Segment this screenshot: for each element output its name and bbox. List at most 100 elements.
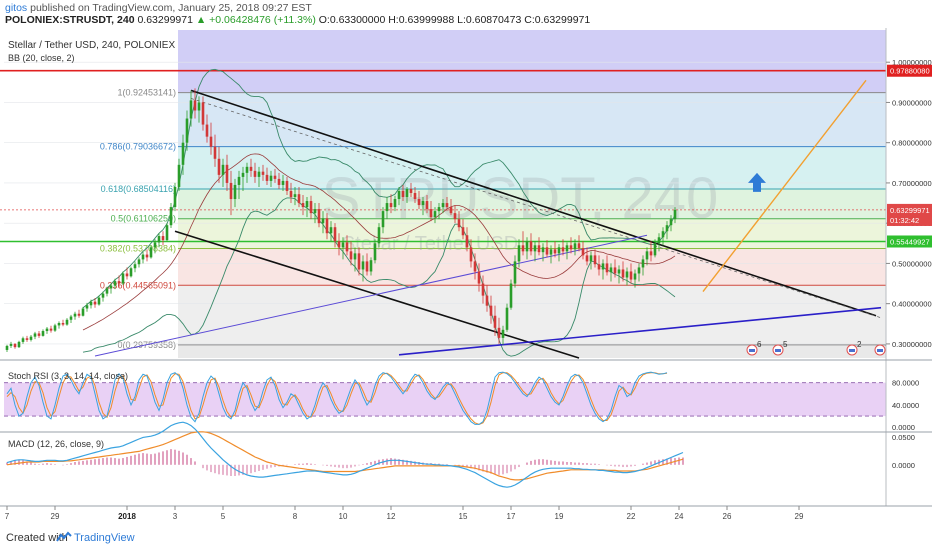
candle-body [173, 186, 177, 208]
candle-body [313, 209, 317, 214]
time-tick-label: 29 [51, 512, 60, 521]
candle-body [665, 225, 669, 232]
macd-histogram-bar [50, 463, 52, 465]
macd-line [6, 421, 684, 488]
candle-body [41, 331, 45, 336]
bb-lower [82, 197, 676, 357]
time-tick-label: 7 [5, 512, 10, 521]
candle-body [561, 247, 565, 252]
macd-histogram-bar [122, 458, 124, 465]
candle-body [117, 281, 121, 284]
price-marker-label: 0.97880080 [890, 67, 930, 76]
fib-label-0.786: 0.786(0.79036672) [100, 142, 176, 152]
candle-body [661, 231, 665, 238]
candle-body [141, 254, 145, 260]
time-tick-label: 24 [675, 512, 684, 521]
macd-histogram-bar [14, 460, 16, 465]
macd-histogram-bar [234, 464, 236, 476]
candle-body [105, 288, 109, 294]
macd-histogram-bar [366, 463, 368, 465]
candle-body [229, 182, 233, 200]
candle-body [481, 283, 485, 296]
candle-body [85, 305, 89, 309]
macd-histogram-bar [490, 464, 492, 474]
macd-histogram-bar [666, 458, 668, 465]
macd-histogram-bar [250, 464, 252, 474]
macd-histogram-bar [514, 464, 516, 470]
candle-body [121, 273, 125, 284]
macd-histogram-bar [598, 464, 600, 465]
macd-histogram-bar [26, 461, 28, 465]
stoch-k-line [6, 371, 668, 425]
stoch-tick-label: 80.0000 [892, 379, 919, 388]
event-flag-stripe [849, 349, 855, 352]
author-link[interactable]: gitos [5, 2, 28, 14]
candle-body [153, 242, 157, 248]
macd-histogram-bar [594, 463, 596, 465]
candle-body [297, 194, 301, 204]
candle-body [429, 209, 433, 218]
macd-histogram-bar [314, 464, 316, 465]
publish-line: gitos published on TradingView.com, Janu… [5, 2, 312, 15]
candle-body [53, 325, 57, 331]
candle-body [161, 236, 165, 241]
price-marker [887, 64, 932, 77]
candle-body [485, 295, 489, 306]
macd-histogram-bar [534, 459, 536, 465]
macd-histogram-bar [158, 452, 160, 465]
candle-body [657, 237, 661, 244]
candle-body [533, 245, 537, 252]
fib-label-1: 1(0.92453141) [117, 88, 176, 98]
candle-body [97, 297, 101, 305]
tradingview-brand[interactable]: TradingView [74, 532, 135, 544]
chart-canvas[interactable]: 1(0.92453141) 0.786(0.79036672) 0.618(0.68… [0, 28, 932, 526]
candle-body [589, 255, 593, 262]
up-arrow-icon [748, 172, 766, 192]
candle-body [549, 249, 553, 255]
macd-histogram-bar [394, 458, 396, 465]
candle-body [385, 203, 389, 212]
macd-histogram-bar [246, 464, 248, 475]
candle-body [557, 247, 561, 254]
candle-body [249, 166, 253, 171]
candle-body [25, 338, 29, 340]
event-count: 5 [783, 340, 788, 349]
stoch-title: Stoch RSI (3, 3, 14, 14, close) [8, 371, 128, 381]
macd-histogram-bar [74, 462, 76, 465]
macd-histogram-bar [646, 462, 648, 465]
macd-histogram-bar [530, 460, 532, 465]
macd-histogram-bar [270, 464, 272, 468]
macd-histogram-bar [362, 464, 364, 465]
candle-body [537, 245, 541, 253]
macd-histogram-bar [670, 458, 672, 465]
candle-body [305, 201, 309, 208]
macd-histogram-bar [162, 451, 164, 465]
candle-body [345, 242, 349, 252]
candle-body [413, 192, 417, 200]
candle-body [129, 268, 133, 277]
macd-histogram-bar [118, 458, 120, 465]
macd-histogram-bar [110, 457, 112, 465]
time-tick-label: 15 [459, 512, 468, 521]
macd-histogram-bar [310, 463, 312, 465]
candle-body [309, 201, 313, 214]
macd-histogram-bar [54, 464, 56, 465]
candle-body [629, 271, 633, 280]
candle-body [577, 243, 581, 249]
candle-body [321, 218, 325, 224]
macd-histogram-bar [138, 453, 140, 465]
candle-body [473, 261, 477, 272]
price-marker-label: 0.63299971 [890, 206, 930, 215]
candle-body [469, 247, 473, 262]
candle-body [333, 227, 337, 242]
macd-histogram-bar [350, 464, 352, 468]
candle-body [405, 188, 409, 198]
macd-title: MACD (12, 26, close, 9) [8, 439, 104, 449]
symbol-line: POLONIEX:STRUSDT, 240 0.63299971 ▲ +0.06… [5, 14, 590, 27]
candle-body [645, 251, 649, 260]
macd-histogram-bar [342, 464, 344, 469]
macd-signal-line [6, 431, 684, 481]
macd-histogram-bar [462, 464, 464, 467]
macd-histogram-bar [226, 464, 228, 476]
macd-histogram-bar [170, 449, 172, 465]
